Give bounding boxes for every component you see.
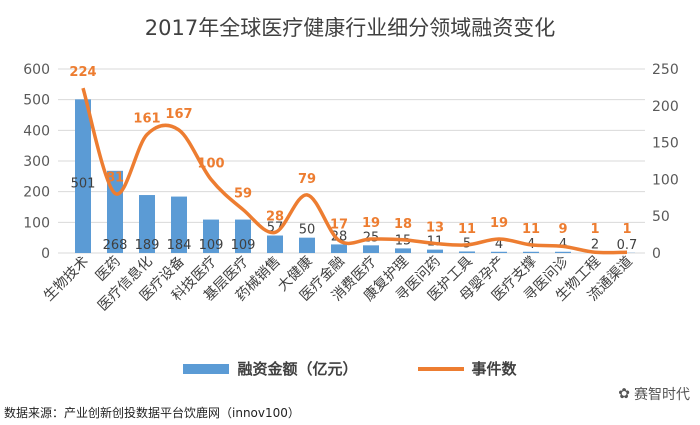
line-data-label: 19 (490, 216, 508, 231)
line-data-label: 17 (330, 217, 348, 232)
bar (523, 251, 539, 253)
line-data-label: 161 (133, 112, 160, 127)
line-data-label: 18 (394, 217, 412, 232)
y-left-tick-label: 100 (23, 215, 50, 231)
y-right-tick-label: 200 (652, 99, 679, 115)
bar-data-label: 109 (231, 238, 256, 253)
y-left-tick-label: 500 (23, 93, 50, 109)
bar-data-label: 184 (167, 238, 192, 253)
line-data-label: 100 (197, 156, 224, 171)
bar-data-label: 109 (199, 238, 224, 253)
line-data-label: 11 (522, 222, 540, 237)
line-data-label: 1 (590, 222, 599, 237)
line-data-label: 81 (106, 170, 124, 185)
y-left-tick-label: 600 (23, 62, 50, 78)
line-data-label: 224 (69, 65, 96, 80)
line-data-label: 1 (622, 222, 631, 237)
line-data-label: 13 (426, 220, 444, 235)
legend: 融资金额（亿元） 事件数 (0, 358, 700, 379)
line-data-label: 9 (558, 222, 567, 237)
legend-label: 事件数 (471, 360, 517, 378)
bar (75, 99, 91, 253)
bar (171, 196, 187, 253)
legend-swatch-line (417, 366, 464, 371)
watermark: ✿ 赛智时代 (618, 386, 690, 403)
bar (139, 195, 155, 253)
bar-data-label: 50 (299, 223, 316, 238)
y-right-tick-label: 0 (652, 246, 661, 262)
y-right-tick-label: 50 (652, 209, 670, 225)
bar (331, 244, 347, 253)
bar (299, 237, 315, 253)
line-data-label: 28 (266, 209, 284, 224)
y-left-tick-label: 0 (41, 246, 50, 262)
y-left-tick-label: 200 (23, 185, 50, 201)
chart-title: 2017年全球医疗健康行业细分领域融资变化 (144, 16, 556, 40)
line-data-label: 59 (234, 187, 252, 202)
legend-item-events: 事件数 (417, 358, 517, 379)
bar (555, 251, 571, 253)
legend-item-amount: 融资金额（亿元） (183, 358, 358, 379)
bar-data-label: 189 (135, 238, 160, 253)
legend-swatch-bar (183, 363, 230, 374)
y-right-tick-label: 250 (652, 62, 679, 78)
y-left-tick-label: 400 (23, 123, 50, 139)
bar-data-label: 4 (559, 237, 567, 252)
bar (459, 251, 475, 253)
y-right-tick-label: 100 (652, 172, 679, 188)
bar (203, 219, 219, 253)
bar (491, 251, 507, 253)
bar-data-label: 268 (103, 238, 128, 253)
bar-data-label: 2 (591, 237, 599, 252)
y-right-tick-label: 150 (652, 136, 679, 152)
source-note: 数据来源：产业创新创投数据平台饮鹿网（innov100） (4, 406, 300, 420)
bar (267, 235, 283, 253)
wechat-icon: ✿ (618, 386, 630, 402)
legend-label: 融资金额（亿元） (237, 360, 358, 378)
bar (235, 219, 251, 253)
line-data-label: 167 (165, 107, 192, 122)
bar-data-label: 501 (71, 176, 96, 191)
line-data-label: 79 (298, 172, 316, 187)
bar-data-label: 0.7 (617, 238, 638, 253)
line-data-label: 19 (362, 216, 380, 231)
bar-data-label: 4 (495, 237, 503, 252)
line-data-label: 11 (458, 222, 476, 237)
bar (363, 245, 379, 253)
bar (427, 249, 443, 253)
event-line (81, 87, 628, 255)
y-left-tick-label: 300 (23, 154, 50, 170)
bar (395, 248, 411, 253)
